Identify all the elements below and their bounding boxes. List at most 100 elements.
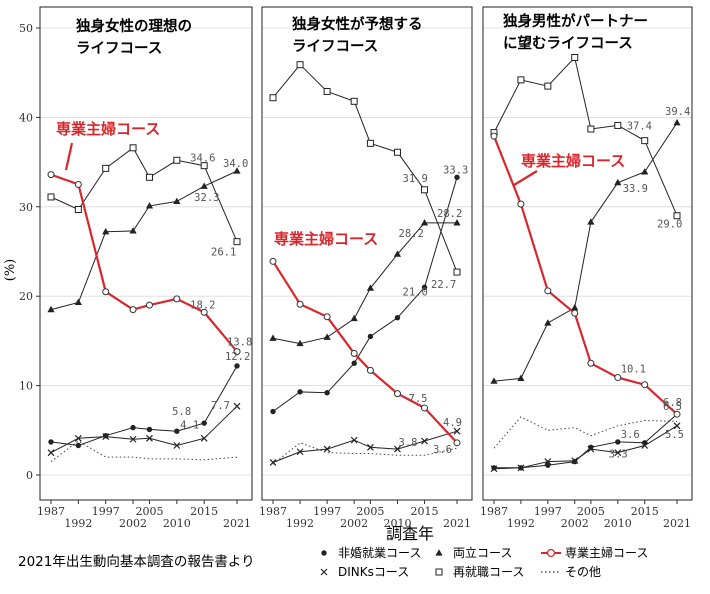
legend-label: その他 bbox=[565, 565, 601, 579]
y-tick-label: 0 bbox=[26, 469, 33, 482]
data-label: 7.7 bbox=[211, 400, 230, 412]
legend-item-hikon: 非婚就業コース bbox=[321, 546, 421, 560]
series-line-ryoritsu bbox=[50, 170, 238, 311]
annotation-leader bbox=[64, 142, 74, 171]
data-point-hikon bbox=[367, 333, 374, 340]
x-tick-label: 1987 bbox=[259, 505, 287, 518]
data-point-saishushoku bbox=[173, 156, 181, 164]
data-label: 34.6 bbox=[190, 153, 215, 165]
data-point-hikon bbox=[48, 439, 54, 445]
data-point-ryoritsu bbox=[323, 333, 331, 340]
x-tick-label: 1987 bbox=[37, 505, 65, 518]
data-point-sengyo bbox=[453, 439, 461, 447]
data-point-sengyo bbox=[233, 348, 241, 356]
data-point-saishushoku bbox=[47, 193, 55, 201]
data-point-ryoritsu bbox=[74, 298, 82, 306]
data-point-sengyo bbox=[421, 404, 429, 412]
x-tick-label: 1997 bbox=[534, 505, 562, 518]
data-point-sengyo bbox=[641, 381, 649, 389]
x-tick-label: 2005 bbox=[577, 505, 605, 518]
annotation-label: 専業主婦コース bbox=[56, 120, 160, 138]
data-label: 34.0 bbox=[223, 158, 248, 170]
y-tick-label: 20 bbox=[19, 290, 33, 303]
annotation-label: 専業主婦コース bbox=[521, 152, 625, 170]
data-point-hikon bbox=[234, 363, 240, 369]
series-line-sengyo bbox=[492, 135, 678, 416]
series-line-hikon bbox=[50, 365, 238, 447]
x-tick-label: 1992 bbox=[507, 517, 535, 530]
legend-item-sengyo: 専業主婦コース bbox=[541, 545, 648, 560]
data-label: 7.5 bbox=[409, 393, 428, 405]
data-point-saishushoku bbox=[350, 97, 358, 105]
y-tick-label: 40 bbox=[19, 111, 33, 124]
data-point-ryoritsu bbox=[544, 319, 552, 326]
series-line-saishushoku bbox=[493, 56, 678, 216]
data-point-ryoritsu bbox=[200, 182, 208, 189]
series-line-ryoritsu bbox=[272, 222, 457, 345]
data-label: 5.8 bbox=[172, 406, 191, 418]
data-point-ryoritsu bbox=[673, 118, 681, 126]
data-point-hikon bbox=[351, 360, 357, 366]
legend-label: 両立コース bbox=[453, 545, 512, 560]
data-point-saishushoku bbox=[544, 82, 552, 90]
data-point-sengyo bbox=[571, 309, 579, 317]
data-point-dinks bbox=[453, 427, 461, 435]
data-point-ryoritsu bbox=[490, 377, 498, 384]
data-point-dinks bbox=[614, 449, 622, 457]
data-point-hikon bbox=[201, 420, 207, 426]
data-point-hikon bbox=[588, 444, 594, 450]
data-point-hikon bbox=[518, 465, 524, 471]
data-point-ryoritsu bbox=[393, 250, 402, 257]
series-line-other bbox=[50, 440, 238, 462]
data-point-dinks bbox=[47, 449, 55, 457]
data-point-sengyo bbox=[544, 287, 552, 295]
data-point-dinks bbox=[421, 437, 428, 445]
panel-title: 独身女性の理想の bbox=[76, 17, 192, 35]
x-tick-label: 2015 bbox=[411, 505, 439, 518]
source-note: 2021年出生動向基本調査の報告書より bbox=[18, 553, 255, 570]
panel-title: 独身女性が予想する bbox=[292, 15, 423, 33]
data-point-ryoritsu bbox=[571, 304, 579, 311]
panel-title: に望むライフコース bbox=[503, 34, 633, 52]
data-label: 28.2 bbox=[399, 228, 424, 240]
data-label: 26.1 bbox=[211, 247, 236, 259]
data-point-sengyo bbox=[517, 200, 525, 208]
legend-label: 専業主婦コース bbox=[565, 545, 648, 560]
panel-border bbox=[39, 6, 253, 501]
data-point-hikon bbox=[394, 314, 401, 321]
y-tick-label: 10 bbox=[19, 380, 33, 393]
data-point-hikon bbox=[270, 408, 276, 415]
data-label: 4.9 bbox=[443, 417, 462, 429]
data-point-ryoritsu bbox=[350, 314, 358, 322]
data-label: 6.8 bbox=[663, 397, 682, 409]
x-tick-label: 2002 bbox=[561, 517, 589, 530]
panel-border bbox=[482, 6, 693, 501]
annotation-leader bbox=[513, 170, 538, 186]
legend-marker bbox=[546, 548, 556, 558]
annotation-label: 専業主婦コース bbox=[274, 230, 378, 248]
data-point-sengyo bbox=[102, 288, 110, 296]
data-point-dinks bbox=[269, 459, 277, 466]
data-label: 22.7 bbox=[431, 279, 456, 291]
panel-border bbox=[261, 6, 473, 501]
data-point-sengyo bbox=[269, 257, 277, 265]
x-tick-label: 1992 bbox=[64, 517, 92, 530]
data-point-dinks bbox=[350, 436, 358, 444]
data-point-saishushoku bbox=[129, 144, 137, 152]
series-line-saishushoku bbox=[272, 63, 458, 273]
series-line-dinks bbox=[50, 405, 238, 454]
data-point-ryoritsu bbox=[614, 178, 622, 186]
x-tick-label: 2010 bbox=[604, 517, 632, 530]
panel-title: ライフコース bbox=[292, 39, 378, 55]
data-label: 33.9 bbox=[623, 183, 648, 195]
data-point-dinks bbox=[394, 445, 401, 453]
series-line-dinks bbox=[493, 425, 678, 470]
series-line-sengyo bbox=[272, 260, 458, 444]
data-point-sengyo bbox=[673, 410, 681, 418]
data-point-hikon bbox=[491, 465, 497, 471]
series-line-dinks bbox=[272, 430, 458, 463]
data-label: 6.5 bbox=[663, 401, 682, 413]
data-point-sengyo bbox=[587, 359, 595, 367]
